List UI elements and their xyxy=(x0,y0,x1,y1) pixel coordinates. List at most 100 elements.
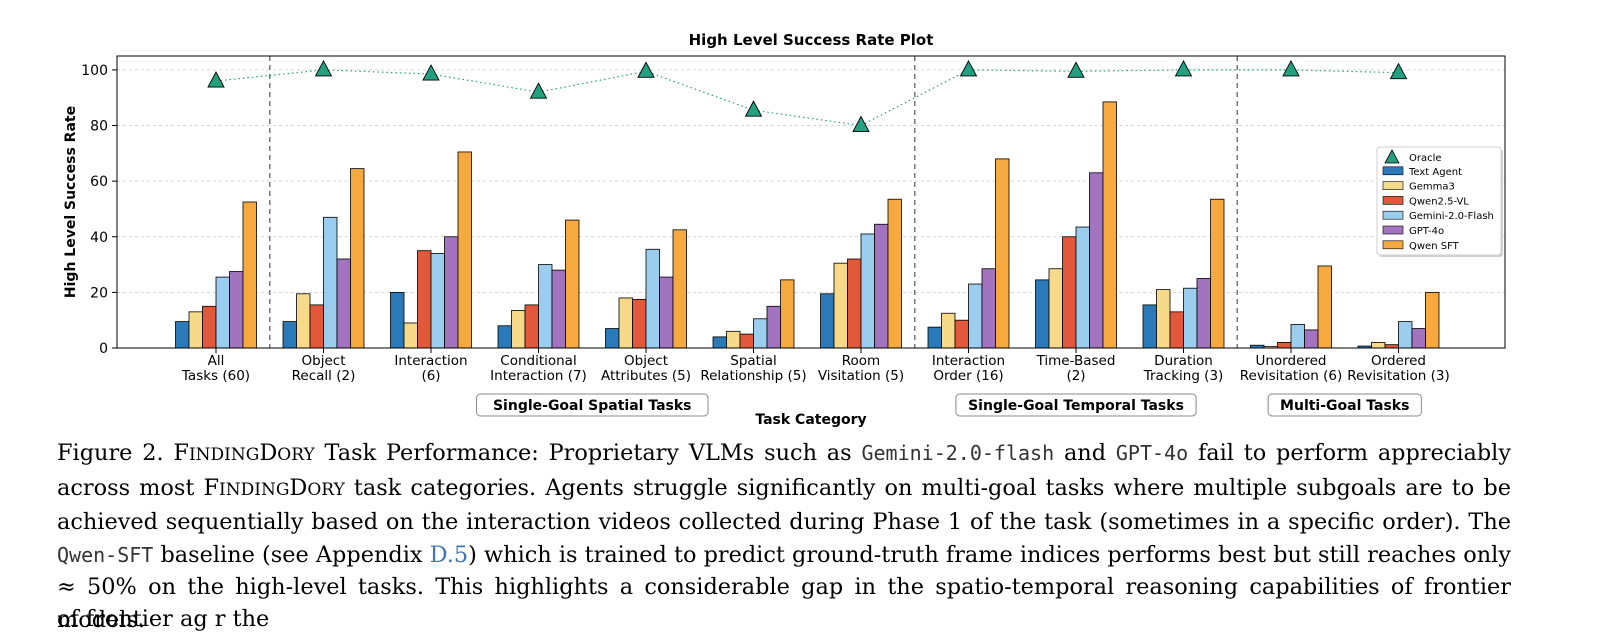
x-tick-label: Tracking (3) xyxy=(1143,368,1224,384)
oracle-point xyxy=(207,71,225,88)
x-tick-label: Revisitation (3) xyxy=(1347,368,1449,384)
y-tick-label: 0 xyxy=(99,341,108,357)
x-tick-label: Interaction xyxy=(932,353,1005,369)
bar xyxy=(766,305,781,349)
x-tick-label: Interaction xyxy=(394,353,467,369)
x-tick-label: Object xyxy=(624,353,668,369)
legend-swatch xyxy=(1382,196,1404,205)
chart-title: High Level Success Rate Plot xyxy=(689,31,934,49)
x-tick-label: Recall (2) xyxy=(292,368,356,384)
x-tick-label: Relationship (5) xyxy=(700,368,806,384)
legend-swatch xyxy=(1382,181,1404,190)
oracle-point xyxy=(1282,59,1300,77)
x-tick-label: (6) xyxy=(421,368,440,384)
bar xyxy=(417,250,432,349)
x-tick-label: Revisitation (6) xyxy=(1240,368,1342,384)
x-tick-label: Visitation (5) xyxy=(818,368,904,384)
bar xyxy=(282,321,297,349)
plot-frame xyxy=(116,55,1506,349)
bar xyxy=(995,158,1010,349)
oracle-point xyxy=(314,59,333,77)
bar xyxy=(632,298,647,349)
appendix-link[interactable]: D.5 xyxy=(429,541,469,568)
group-label-box xyxy=(955,393,1197,417)
bar xyxy=(645,248,660,349)
x-tick-label: Conditional xyxy=(500,353,576,369)
legend-label: Qwen SFT xyxy=(1409,241,1460,252)
model-name-qwen-sft: Qwen-SFT xyxy=(57,542,154,567)
bar xyxy=(1035,279,1050,349)
x-tick-label: Ordered xyxy=(1371,353,1426,369)
x-tick-label: Object xyxy=(302,353,346,369)
y-tick-label: 100 xyxy=(81,63,108,79)
bar xyxy=(1183,287,1198,349)
bar xyxy=(1142,304,1157,349)
legend-swatch xyxy=(1382,240,1404,250)
y-tick-label: 20 xyxy=(90,285,108,301)
bar xyxy=(927,326,942,349)
group-label: Single-Goal Spatial Tasks xyxy=(493,398,692,414)
bar xyxy=(242,201,257,349)
y-tick-label: 60 xyxy=(90,174,108,190)
bar xyxy=(1317,265,1332,349)
bar xyxy=(1196,278,1211,349)
bar xyxy=(229,271,244,349)
bar xyxy=(538,264,553,349)
bar xyxy=(1290,323,1305,349)
legend-label: Gemini-2.0-Flash xyxy=(1409,211,1494,222)
legend-label: Text Agent xyxy=(1408,167,1462,178)
x-axis-label: Task Category xyxy=(755,412,866,428)
bar xyxy=(336,258,351,349)
oracle-point xyxy=(1067,61,1085,78)
bar xyxy=(175,321,190,349)
legend-oracle-marker xyxy=(1384,149,1400,164)
x-tick-label: Tasks (60) xyxy=(181,368,250,384)
bar xyxy=(1062,236,1077,349)
x-tick-label: Interaction (7) xyxy=(490,368,587,384)
x-tick-label: Room xyxy=(842,353,880,369)
legend-label: Gemma3 xyxy=(1409,182,1455,193)
bar-chart: High Level Success Rate Plot 0 20 40 60 80 100… xyxy=(63,31,1506,428)
bar xyxy=(215,276,230,349)
bar xyxy=(739,333,754,349)
oracle-point xyxy=(422,64,440,81)
bar xyxy=(457,151,472,349)
figure-caption: Figure 2. FINDINGDORY Task Performance: … xyxy=(57,440,1511,633)
bar xyxy=(1102,101,1117,349)
group-label: Multi-Goal Tasks xyxy=(1280,398,1409,414)
bar xyxy=(753,318,768,349)
bar xyxy=(1048,268,1063,349)
x-tick-label: Unordered xyxy=(1255,353,1326,369)
model-name-gemini: Gemini-2.0-flash xyxy=(861,441,1055,465)
bar xyxy=(954,319,969,349)
x-tick-label: All xyxy=(208,353,225,369)
x-tick-label: Spatial xyxy=(730,353,776,369)
bar xyxy=(847,258,862,349)
group-label: Single-Goal Temporal Tasks xyxy=(968,398,1184,414)
bar xyxy=(444,236,459,349)
y-tick-label: 80 xyxy=(90,119,108,135)
bar xyxy=(309,304,324,349)
y-axis-label: High Level Success Rate xyxy=(63,106,79,298)
oracle-point xyxy=(1389,62,1408,80)
bar xyxy=(820,293,835,349)
bar xyxy=(296,293,311,349)
bar xyxy=(202,305,217,349)
bar xyxy=(1411,328,1426,349)
legend-swatch xyxy=(1382,225,1404,235)
bar xyxy=(860,233,875,349)
bar xyxy=(1210,198,1225,349)
bar xyxy=(726,330,741,349)
bar xyxy=(403,322,418,349)
legend-box xyxy=(1376,146,1502,256)
model-name-gpt4o: GPT-4o xyxy=(1115,441,1189,465)
x-tick-label: Duration xyxy=(1154,353,1213,369)
bar xyxy=(551,269,566,349)
bar xyxy=(1277,342,1292,349)
bar xyxy=(659,276,674,349)
bar xyxy=(1384,344,1399,349)
bar xyxy=(511,310,526,349)
bar xyxy=(968,283,983,349)
bar xyxy=(874,223,889,349)
bar xyxy=(1089,172,1104,349)
